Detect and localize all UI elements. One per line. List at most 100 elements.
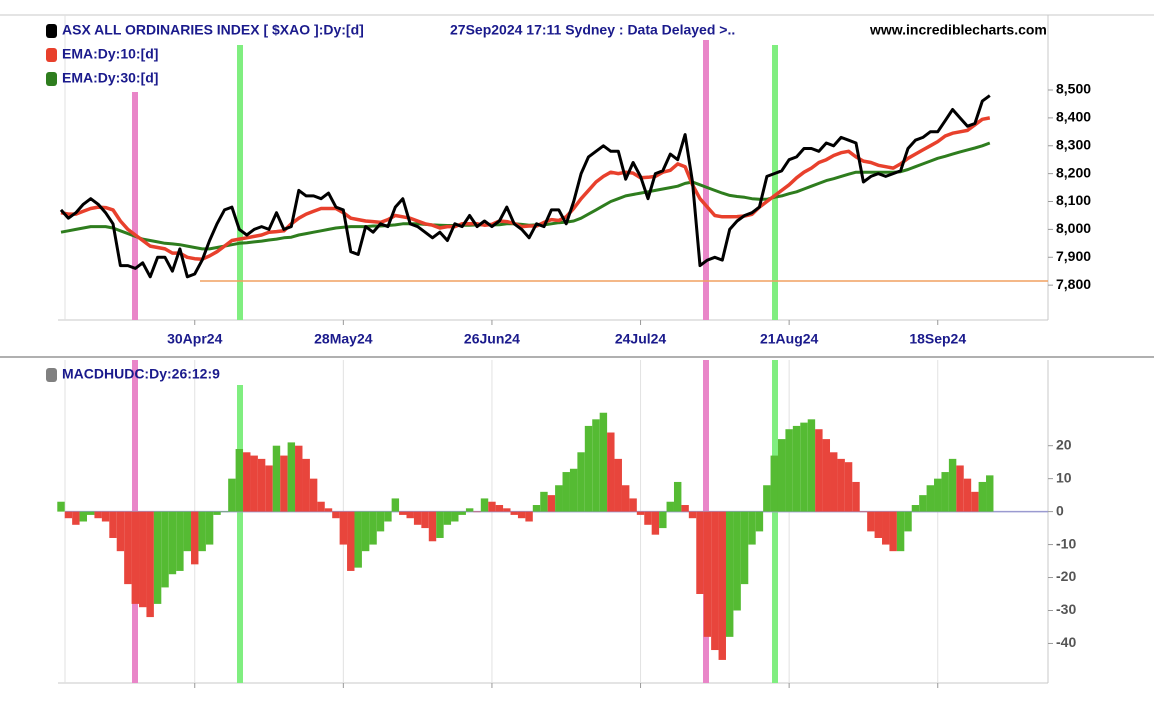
y-tick-label: -30 [1056, 601, 1076, 617]
histogram-bar [302, 458, 310, 512]
histogram-bar [443, 511, 452, 525]
histogram-bar [347, 511, 355, 571]
histogram-bar [101, 511, 110, 522]
histogram-bar [361, 511, 370, 552]
histogram-bar [428, 511, 437, 542]
histogram-bar [837, 458, 845, 512]
histogram-bar [844, 462, 853, 512]
histogram-bar [755, 511, 764, 532]
histogram-bar [250, 455, 258, 512]
histogram-bar [94, 511, 102, 519]
histogram-bar [458, 511, 466, 515]
histogram-bar [213, 511, 221, 515]
histogram-bar [956, 465, 964, 512]
histogram-bar [183, 511, 192, 552]
histogram-bar [807, 419, 816, 512]
histogram-bar [220, 511, 229, 513]
histogram-bar [57, 501, 65, 512]
histogram-bar [198, 511, 206, 552]
plot-layer: 30Apr24 28May24 26Jun24 24Jul24 21Aug24 18Sep… [46, 22, 1091, 688]
histogram-bar [777, 439, 786, 512]
histogram-bar [532, 505, 541, 512]
histogram-bar [228, 478, 236, 512]
histogram-bar [815, 429, 823, 512]
legend-swatch [46, 48, 57, 62]
histogram-bar [72, 511, 80, 525]
signal-band [772, 360, 778, 683]
x-tick-label: 21Aug24 [760, 331, 819, 347]
y-tick-label: 0 [1056, 502, 1064, 518]
histogram-bar [830, 452, 838, 512]
histogram-bar [280, 455, 288, 512]
histogram-bar [465, 508, 474, 512]
histogram-bar [79, 511, 88, 522]
histogram-bar [109, 511, 117, 538]
histogram-bar [413, 511, 422, 525]
histogram-bar [822, 439, 831, 512]
y-tick-label: 10 [1056, 469, 1072, 485]
histogram-bar [139, 511, 147, 608]
histogram-bar [488, 501, 496, 512]
y-tick-label: 8,400 [1056, 109, 1091, 125]
histogram-bar [577, 452, 585, 512]
histogram-bar [161, 511, 169, 588]
y-tick-label: -40 [1056, 634, 1076, 650]
histogram-bar [391, 498, 400, 512]
histogram-bar [904, 511, 912, 532]
histogram-bar [555, 485, 563, 512]
histogram-bar [763, 485, 771, 512]
chart-subtitle: 27Sep2024 17:11 Sydney : Data Delayed >.… [450, 22, 735, 38]
histogram-bar [948, 458, 957, 512]
y-tick-label: 8,000 [1056, 220, 1091, 236]
histogram-bar [153, 511, 162, 604]
histogram-bar [235, 448, 244, 512]
histogram-bar [517, 511, 526, 519]
histogram-bar [569, 468, 578, 512]
histogram-bar [882, 511, 890, 545]
histogram-bar [124, 511, 132, 585]
histogram-bar [406, 511, 414, 519]
histogram-bar [696, 511, 704, 595]
histogram-bar [733, 511, 741, 611]
series-line [60, 116, 991, 261]
y-tick-label: 7,900 [1056, 248, 1091, 264]
x-tick-label: 28May24 [314, 331, 373, 347]
histogram-bar [332, 511, 340, 519]
histogram-bar [614, 458, 622, 512]
legend-label: EMA:Dy:30:[d] [62, 70, 158, 86]
histogram-bar [131, 511, 140, 604]
histogram-bar [986, 475, 994, 512]
signal-band [772, 45, 778, 320]
histogram-bar [725, 511, 734, 637]
legend-label: ASX ALL ORDINARIES INDEX [ $XAO ]:Dy:[d] [62, 22, 364, 38]
histogram-bar [146, 511, 154, 618]
histogram-bar [436, 511, 444, 538]
histogram-bar [205, 511, 214, 545]
histogram-bar [963, 478, 972, 512]
histogram-bar [64, 511, 73, 519]
histogram-bar [309, 478, 318, 512]
histogram-bar [584, 425, 593, 512]
histogram-bar [399, 511, 407, 515]
series-line [59, 94, 991, 279]
histogram-bar [116, 511, 125, 552]
histogram-bar [636, 511, 645, 515]
histogram-bar [859, 511, 868, 513]
source: www.incrediblecharts.com [869, 22, 1047, 38]
histogram-bar [800, 422, 808, 512]
y-tick-label: 7,800 [1056, 276, 1091, 292]
histogram-bar [525, 511, 533, 522]
histogram-bar [889, 511, 897, 552]
histogram-bar [287, 442, 296, 512]
histogram-bar [874, 511, 883, 538]
histogram-bar [503, 508, 511, 512]
legend-label: EMA:Dy:10:[d] [62, 46, 158, 62]
legend-swatch [46, 24, 57, 38]
y-tick-label: -10 [1056, 535, 1076, 551]
histogram-bar [168, 511, 177, 575]
histogram-bar [792, 425, 801, 512]
histogram-bar [369, 511, 377, 545]
histogram-bar [770, 455, 778, 512]
histogram-bar [384, 511, 392, 522]
